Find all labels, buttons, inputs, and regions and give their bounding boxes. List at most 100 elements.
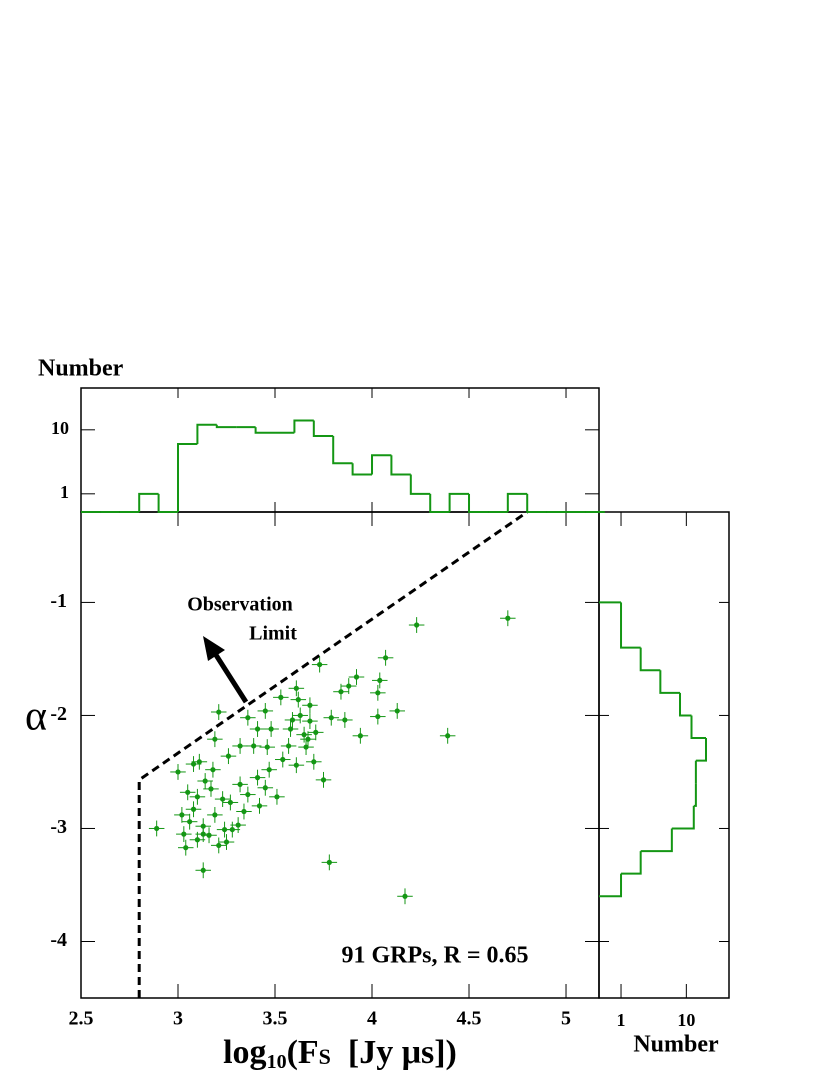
point — [326, 859, 332, 865]
point — [154, 825, 160, 832]
arrow-shaft — [213, 653, 249, 704]
histogram-bin — [177, 443, 198, 512]
histogram-bin — [620, 625, 641, 649]
histogram-bin — [659, 670, 681, 694]
point — [225, 753, 232, 759]
point — [223, 839, 230, 845]
x-label-part: (F — [287, 1034, 319, 1071]
point — [375, 690, 381, 696]
point — [179, 812, 185, 818]
x-label-part: 10 — [267, 1051, 287, 1073]
y-tick-label: -1 — [50, 590, 67, 612]
histogram-bin — [599, 873, 623, 898]
point — [394, 708, 400, 714]
point — [338, 689, 344, 695]
point — [190, 806, 197, 812]
point — [227, 799, 233, 806]
point — [293, 762, 299, 768]
histogram-bin — [639, 647, 661, 672]
point — [505, 615, 511, 621]
point — [187, 819, 193, 825]
histogram-bin — [215, 424, 237, 429]
point — [264, 744, 270, 750]
point — [295, 697, 301, 703]
point — [212, 736, 218, 742]
histogram-bin — [138, 492, 159, 512]
point — [377, 677, 383, 684]
point — [414, 622, 420, 628]
y-tick-label: 10 — [51, 418, 69, 438]
histogram-bin — [679, 692, 692, 717]
point — [216, 842, 222, 849]
histogram-bin — [693, 783, 697, 807]
point — [237, 781, 243, 787]
point — [375, 713, 381, 720]
point — [307, 718, 313, 724]
x-tick-label: 3.5 — [263, 1008, 288, 1030]
x-tick-label: 5 — [561, 1008, 571, 1030]
point — [317, 661, 323, 668]
point — [181, 831, 187, 837]
point — [357, 733, 363, 739]
histogram-bin — [254, 427, 276, 434]
x-tick-label: 2.5 — [69, 1008, 94, 1030]
histogram-bin — [526, 493, 547, 513]
x-label-part: S — [319, 1044, 331, 1069]
point — [301, 732, 307, 738]
point — [297, 712, 303, 719]
point — [256, 803, 263, 809]
point — [307, 702, 313, 708]
point — [445, 733, 451, 739]
point — [210, 767, 216, 773]
y-tick-label: -4 — [50, 929, 67, 951]
point — [245, 791, 251, 798]
point — [293, 685, 299, 691]
x-axis-label: log10(FS [Jy μs]) — [223, 1034, 457, 1073]
point — [266, 767, 272, 773]
point — [216, 709, 222, 715]
histogram-bin — [196, 423, 217, 445]
point — [220, 796, 226, 802]
histogram-bin — [409, 474, 431, 495]
histogram-bin — [312, 420, 334, 438]
point — [185, 789, 191, 795]
point — [229, 826, 235, 833]
point — [254, 775, 261, 781]
point — [235, 822, 241, 828]
point — [175, 769, 181, 775]
histogram-bin — [695, 738, 707, 762]
limit-label: Observation — [187, 594, 293, 616]
y-tick-label: 1 — [60, 482, 69, 502]
point — [313, 729, 319, 735]
x-tick-label: 4 — [367, 1008, 377, 1030]
histogram-bin — [640, 828, 673, 853]
right-x-axis-label: Number — [633, 1032, 719, 1058]
x-tick-label: 1 — [617, 1010, 626, 1030]
histogram-bin — [371, 454, 392, 475]
x-label-part: [Jy μs]) — [331, 1034, 457, 1071]
histogram-bin — [293, 419, 314, 433]
histogram-bin — [429, 493, 450, 513]
point — [274, 794, 280, 800]
histogram-bin — [332, 436, 353, 465]
point — [305, 736, 311, 742]
point — [245, 715, 251, 721]
main-frame — [80, 511, 600, 999]
histogram-bin — [468, 493, 489, 513]
point — [190, 761, 197, 767]
point — [241, 808, 247, 815]
point — [208, 786, 214, 792]
point — [194, 794, 201, 800]
point — [342, 717, 348, 723]
x-label-part: log — [223, 1034, 266, 1071]
point — [280, 756, 286, 763]
point — [285, 743, 292, 749]
y-tick-label: -3 — [50, 816, 67, 838]
point — [183, 845, 189, 851]
x-tick-label: 4.5 — [457, 1008, 482, 1030]
point — [200, 867, 206, 873]
point — [353, 674, 360, 680]
arrow-head — [203, 636, 225, 661]
point — [311, 759, 317, 765]
